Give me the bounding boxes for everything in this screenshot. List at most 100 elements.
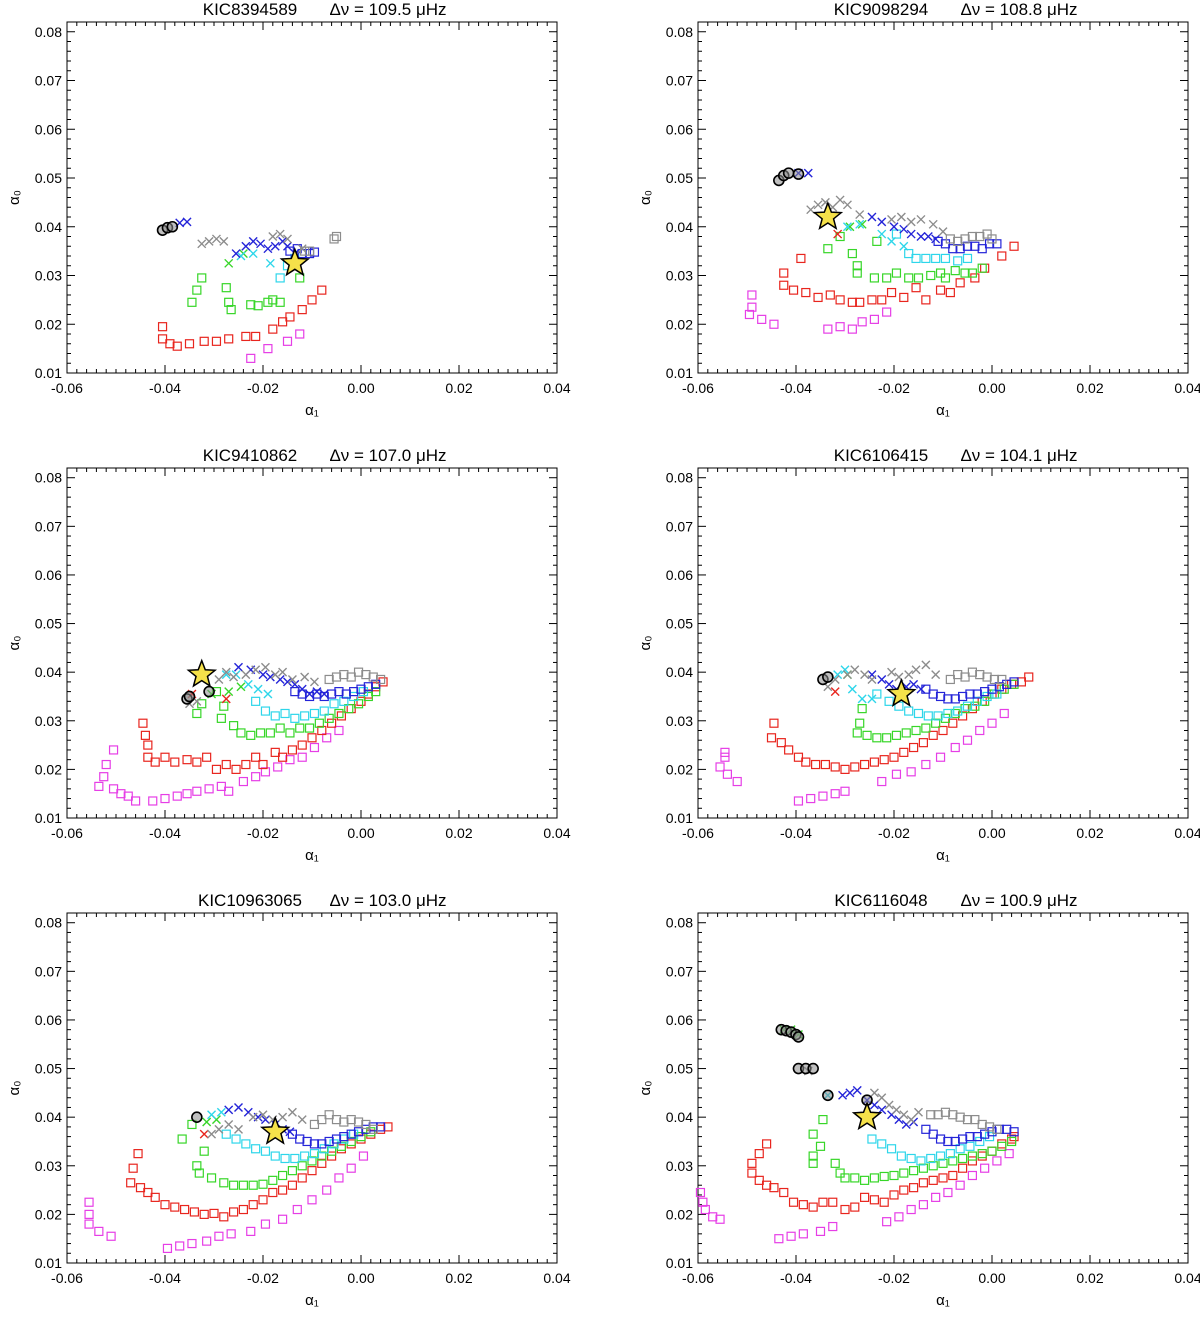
point-square-red: [143, 752, 153, 762]
point-square-red: [157, 334, 168, 344]
x-tick-label: -0.02: [247, 380, 279, 396]
panel-KIC6106415: KIC6106415 Δν = 104.1 μHz -0.06 -0.04 -0.02 0…: [637, 446, 1200, 864]
point-square-cyan: [290, 1153, 300, 1164]
point-square-blue: [955, 244, 965, 254]
point-square-cyan: [300, 711, 310, 721]
point-square-magenta: [116, 789, 126, 799]
y-tick-label: 0.04: [666, 219, 693, 235]
point-square-gray: [997, 674, 1007, 685]
point-square-blue: [309, 247, 320, 257]
point-square-magenta: [967, 1170, 978, 1181]
point-cross-cyan: [243, 679, 253, 689]
point-square-green: [334, 708, 344, 719]
point-cross-blue: [283, 241, 292, 251]
point-square-red: [899, 1185, 909, 1195]
point-square-green: [823, 244, 833, 254]
x-tick-label: 0.00: [347, 380, 374, 396]
point-square-blue: [970, 241, 980, 251]
y-tick-label: 0.01: [666, 810, 693, 826]
x-tick-label: -0.06: [51, 380, 83, 396]
point-square-red: [997, 1139, 1007, 1149]
point-square-blue: [304, 691, 315, 702]
point-square-magenta: [818, 791, 828, 801]
point-cross-gray: [911, 665, 921, 675]
point-square-blue: [940, 239, 951, 249]
point-square-green: [977, 1149, 987, 1159]
point-square-red: [327, 718, 337, 728]
y-tick-label: 0.05: [35, 616, 62, 632]
point-square-red: [801, 287, 811, 298]
point-square-cyan: [309, 708, 320, 719]
point-square-cyan: [329, 1139, 339, 1149]
point-square-gray: [960, 234, 970, 244]
point-square-red: [383, 1122, 393, 1132]
y-tick-label: 0.07: [35, 963, 62, 979]
point-square-red: [869, 757, 880, 767]
point-cross-blue: [256, 239, 266, 249]
y-tick-label: 0.07: [666, 963, 693, 979]
point-cross-gray: [916, 214, 926, 224]
point-square-magenta: [260, 767, 271, 777]
point-square-cyan: [884, 696, 894, 706]
point-square-magenta: [769, 319, 779, 329]
point-square-red: [859, 759, 870, 770]
point-square-red: [955, 278, 965, 288]
point-square-green: [948, 1156, 958, 1166]
point-square-gray: [346, 672, 356, 682]
point-square-gray: [992, 1124, 1002, 1134]
point-cross-blue: [867, 212, 877, 222]
point-square-cyan: [940, 253, 951, 264]
point-square-green: [935, 268, 946, 278]
point-square-red: [150, 757, 160, 767]
point-square-cyan: [872, 689, 882, 699]
point-square-red: [761, 1139, 772, 1149]
y-tick-label: 0.05: [666, 616, 693, 632]
point-cross-blue: [916, 232, 926, 241]
point-square-blue: [1002, 679, 1012, 689]
point-square-magenta: [793, 796, 804, 806]
point-square-green: [808, 1151, 818, 1161]
point-square-red: [278, 752, 288, 762]
point-cross-blue: [260, 1115, 270, 1125]
point-square-magenta: [695, 1187, 706, 1198]
x-tick-label: -0.06: [51, 1270, 83, 1286]
point-square-green: [852, 728, 862, 738]
point-cross-blue: [270, 241, 280, 251]
panel-title-dnu: Δν = 104.1 μHz: [960, 446, 1077, 465]
point-square-green: [216, 713, 226, 723]
point-square-green: [324, 713, 334, 723]
point-cross-cyan: [847, 684, 857, 694]
point-square-cyan: [260, 1146, 271, 1156]
point-square-cyan: [972, 696, 982, 706]
point-square-magenta: [891, 769, 902, 779]
point-cross-gray: [850, 665, 860, 675]
point-square-red: [126, 1178, 136, 1188]
point-square-cyan: [904, 706, 914, 716]
point-square-red: [813, 292, 823, 303]
point-square-magenta: [182, 789, 192, 799]
point-square-magenta: [828, 1221, 838, 1232]
point-square-red: [766, 733, 777, 743]
point-square-magenta: [806, 793, 816, 804]
point-square-red: [889, 1190, 899, 1200]
plot-frame: [697, 912, 1189, 1264]
point-square-green: [197, 273, 207, 283]
point-square-green: [840, 1173, 850, 1183]
point-cross-cyan: [253, 684, 263, 694]
point-cross-cyan: [842, 222, 852, 232]
point-square-magenta: [94, 781, 104, 792]
point-square-green: [219, 1178, 229, 1188]
point-square-red: [287, 1180, 297, 1190]
point-cross-gray: [835, 195, 845, 205]
y-tick-label: 0.06: [35, 121, 62, 137]
point-square-red: [224, 334, 234, 344]
point-square-red: [135, 1183, 146, 1193]
point-square-red: [199, 1209, 209, 1219]
point-cross-blue: [312, 687, 322, 697]
point-square-green: [236, 728, 246, 738]
point-cross-red: [830, 687, 840, 697]
point-square-red: [238, 1204, 248, 1215]
panel-title-star-id: KIC6106415: [834, 446, 929, 465]
point-cross-gray: [877, 1093, 887, 1103]
